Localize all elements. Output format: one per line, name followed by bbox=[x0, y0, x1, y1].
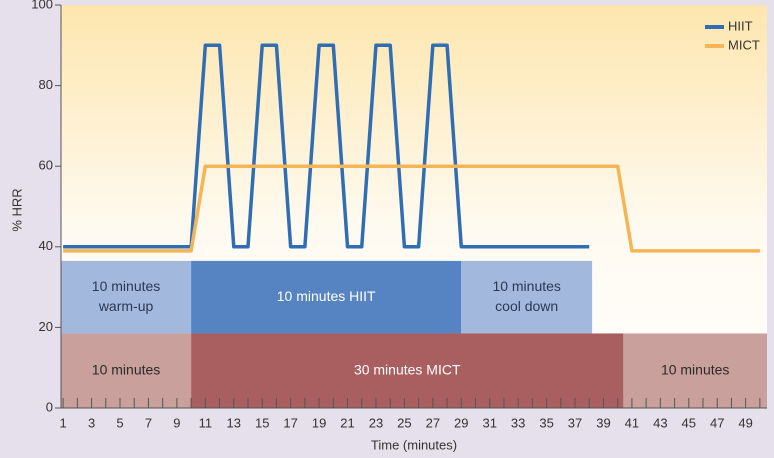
y-tick-label: 80 bbox=[39, 77, 53, 92]
phase-box bbox=[461, 260, 593, 334]
y-tick-label: 60 bbox=[39, 158, 53, 173]
x-tick-label: 31 bbox=[482, 415, 496, 430]
phase-box bbox=[191, 260, 462, 334]
x-tick-label: 1 bbox=[60, 415, 67, 430]
phase-label: cool down bbox=[495, 298, 558, 314]
x-tick-label: 11 bbox=[199, 415, 213, 430]
x-tick-label: 15 bbox=[255, 415, 269, 430]
phase-label: 10 minutes bbox=[661, 361, 729, 377]
series-line bbox=[63, 43, 590, 249]
x-tick-label: 5 bbox=[116, 415, 123, 430]
x-tick-label: 33 bbox=[511, 415, 525, 430]
phase-box bbox=[61, 333, 192, 408]
phase-label: 10 minutes bbox=[492, 278, 560, 294]
x-axis-label: Time (minutes) bbox=[371, 437, 457, 452]
phase-box bbox=[191, 333, 624, 408]
series-line bbox=[63, 164, 760, 253]
x-tick-label: 41 bbox=[625, 415, 639, 430]
x-tick-label: 27 bbox=[426, 415, 440, 430]
phase-label: warm-up bbox=[98, 298, 154, 314]
phase-label: 10 minutes bbox=[92, 361, 160, 377]
x-tick-label: 21 bbox=[340, 415, 354, 430]
x-tick-label: 45 bbox=[682, 415, 696, 430]
x-tick-label: 35 bbox=[539, 415, 553, 430]
x-tick-label: 39 bbox=[596, 415, 610, 430]
y-tick-label: 0 bbox=[46, 399, 53, 414]
x-tick-label: 47 bbox=[710, 415, 724, 430]
y-tick-label: 40 bbox=[39, 238, 53, 253]
x-tick-label: 7 bbox=[145, 415, 152, 430]
x-tick-label: 49 bbox=[738, 415, 752, 430]
y-tick-label: 20 bbox=[39, 319, 53, 334]
x-tick-label: 29 bbox=[454, 415, 468, 430]
x-tick-label: 25 bbox=[397, 415, 411, 430]
phase-box bbox=[61, 260, 192, 334]
x-tick-label: 13 bbox=[227, 415, 241, 430]
x-tick-label: 17 bbox=[283, 415, 297, 430]
x-tick-label: 23 bbox=[369, 415, 383, 430]
phase-label: 30 minutes MICT bbox=[354, 361, 461, 377]
x-tick-label: 19 bbox=[312, 415, 326, 430]
legend-label: HIIT bbox=[728, 18, 753, 33]
phase-label: 10 minutes bbox=[92, 278, 160, 294]
phase-label: 10 minutes HIIT bbox=[277, 288, 376, 304]
y-axis-label: % HRR bbox=[9, 188, 24, 231]
legend-label: MICT bbox=[728, 37, 760, 52]
y-tick-label: 100 bbox=[31, 0, 53, 11]
x-tick-label: 3 bbox=[88, 415, 95, 430]
phase-box bbox=[623, 333, 767, 408]
x-tick-label: 37 bbox=[568, 415, 582, 430]
x-tick-label: 43 bbox=[653, 415, 667, 430]
x-tick-label: 9 bbox=[173, 415, 180, 430]
